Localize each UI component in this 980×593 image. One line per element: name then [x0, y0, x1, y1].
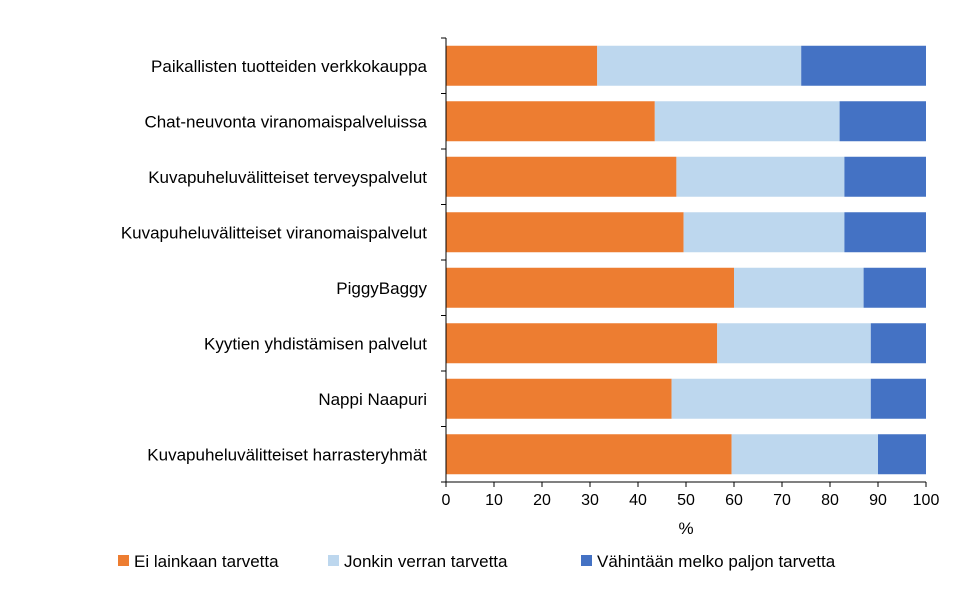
bar-segment-3-row-4 [844, 212, 926, 253]
x-tick-label: 70 [773, 492, 791, 509]
x-tick-label: 0 [442, 492, 451, 509]
bar-segment-2-row-7 [671, 378, 871, 419]
bar-segment-1-row-3 [446, 156, 677, 197]
x-tick-labels: 0 10 20 30 40 50 60 70 80 90 100 [442, 492, 940, 509]
bar-segment-1-row-7 [446, 378, 672, 419]
x-tick-label: 100 [913, 492, 940, 509]
bar-segment-3-row-6 [870, 323, 926, 364]
bar-segment-2-row-5 [734, 267, 864, 308]
bar-segment-1-row-6 [446, 323, 718, 364]
x-tick-label: 30 [581, 492, 599, 509]
bar-segment-2-row-2 [654, 101, 840, 142]
category-label: Kuvapuheluvälitteiset terveyspalvelut [148, 168, 427, 187]
category-label: Kyytien yhdistämisen palvelut [204, 334, 427, 353]
bar-segment-2-row-8 [731, 434, 878, 475]
legend-swatch [118, 555, 129, 566]
bar-segment-2-row-3 [676, 156, 845, 197]
legend-swatch [581, 555, 592, 566]
x-tick-label: 40 [629, 492, 647, 509]
x-tick-label: 90 [869, 492, 887, 509]
bar-segment-3-row-5 [863, 267, 926, 308]
bar-segment-1-row-5 [446, 267, 734, 308]
x-tick-label: 10 [485, 492, 503, 509]
bar-segment-1-row-2 [446, 101, 655, 142]
bar-segment-3-row-7 [870, 378, 926, 419]
legend-label: Vähintään melko paljon tarvetta [597, 552, 836, 571]
bar-segment-2-row-6 [717, 323, 871, 364]
category-label: Paikallisten tuotteiden verkkokauppa [151, 57, 427, 76]
category-label: Chat-neuvonta viranomaispalveluissa [144, 112, 427, 131]
category-labels: Paikallisten tuotteiden verkkokauppa Chat… [121, 57, 428, 465]
bar-segment-2-row-4 [683, 212, 845, 253]
legend-label: Ei lainkaan tarvetta [134, 552, 279, 571]
bar-segment-1-row-4 [446, 212, 684, 253]
x-tick-label: 20 [533, 492, 551, 509]
legend-label: Jonkin verran tarvetta [344, 552, 508, 571]
x-axis-title: % [678, 519, 693, 538]
bar-segment-2-row-1 [597, 45, 802, 86]
x-tick-label: 60 [725, 492, 743, 509]
legend: Ei lainkaan tarvetta Jonkin verran tarvet… [118, 552, 836, 571]
category-label: Kuvapuheluvälitteiset viranomaispalvelut [121, 223, 427, 242]
bar-segment-3-row-3 [844, 156, 926, 197]
category-label: Nappi Naapuri [318, 390, 427, 409]
category-label: Kuvapuheluvälitteiset harrasteryhmät [147, 445, 427, 464]
bar-segment-1-row-1 [446, 45, 598, 86]
bar-segment-3-row-8 [878, 434, 926, 475]
category-label: PiggyBaggy [336, 279, 427, 298]
bar-segment-3-row-1 [801, 45, 926, 86]
legend-swatch [328, 555, 339, 566]
x-tick-label: 80 [821, 492, 839, 509]
bars-group [446, 45, 926, 475]
axes-group [441, 37, 927, 487]
x-tick-label: 50 [677, 492, 695, 509]
bar-segment-3-row-2 [839, 101, 926, 142]
bar-segment-1-row-8 [446, 434, 732, 475]
